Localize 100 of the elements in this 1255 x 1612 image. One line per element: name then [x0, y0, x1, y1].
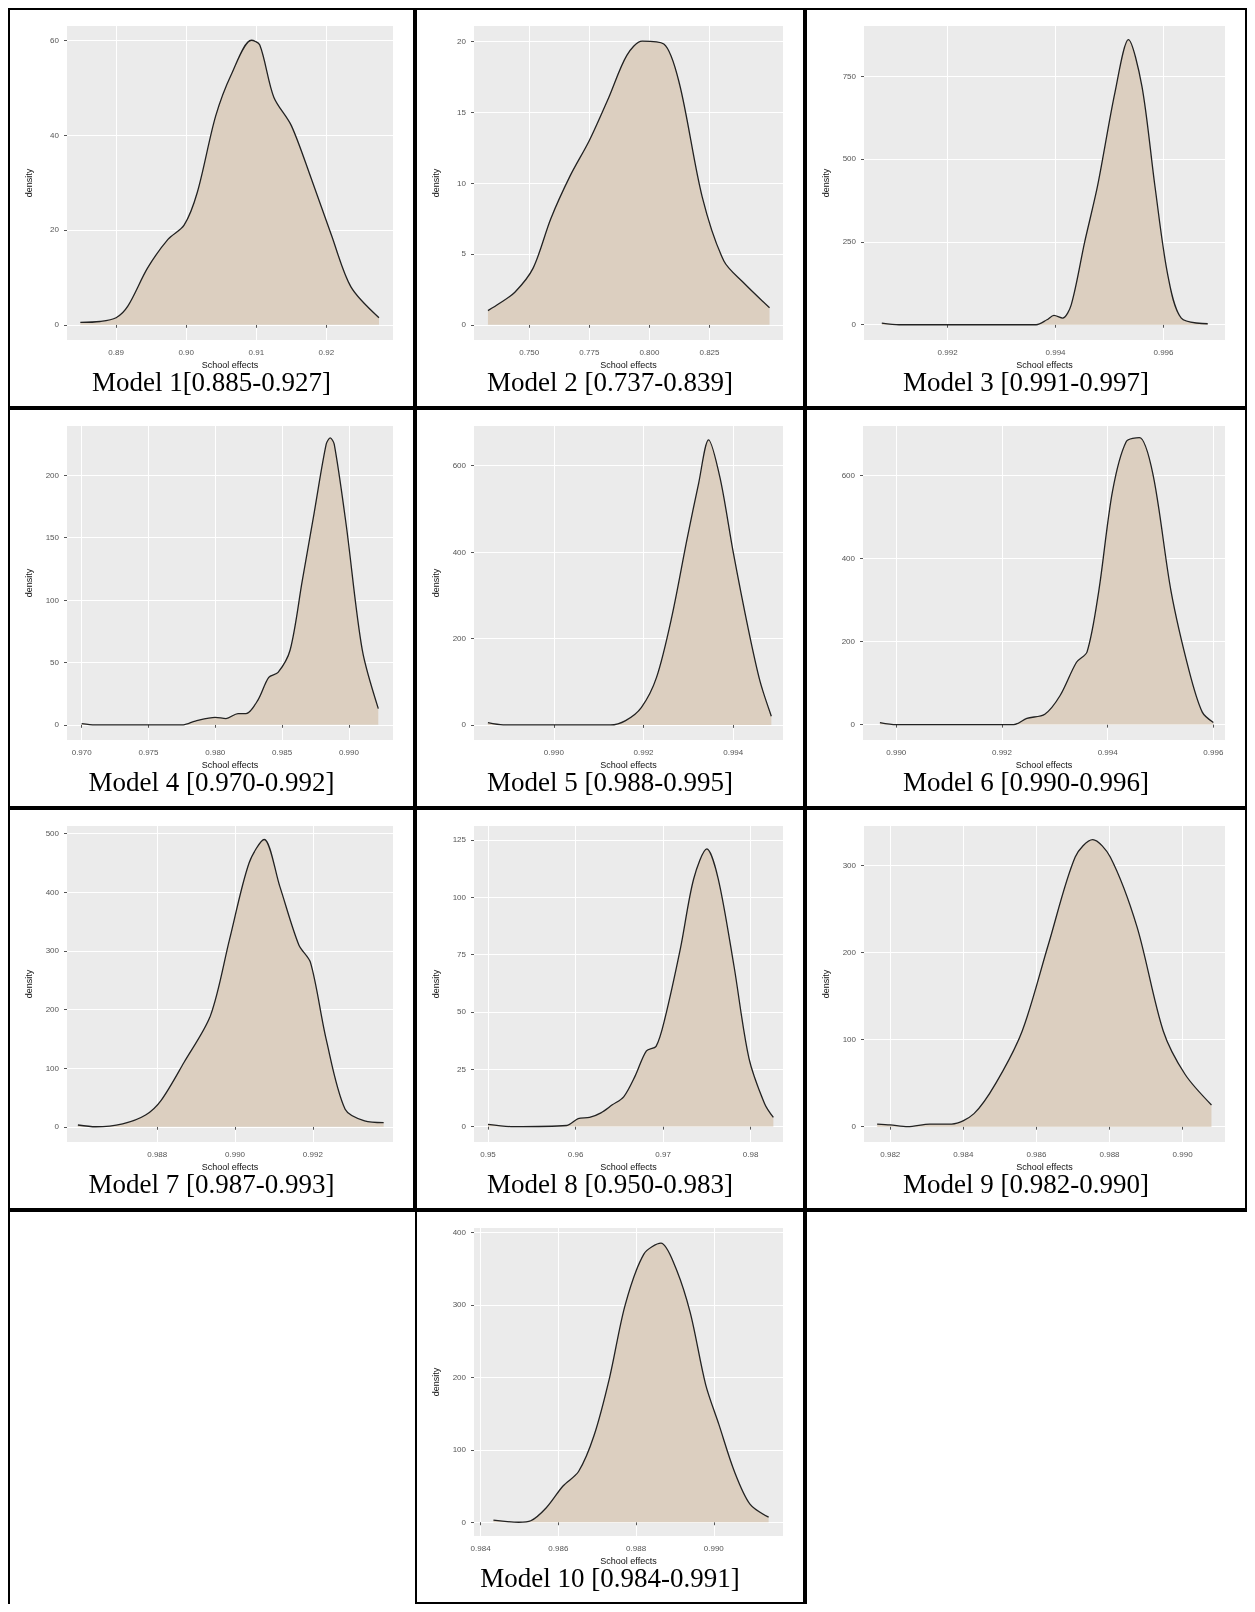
y-tick-label: 400 [452, 1227, 467, 1237]
x-tick-label: 0.990 [543, 747, 565, 757]
y-tick-label: 75 [457, 950, 467, 960]
x-tick-label: 0.984 [470, 1543, 492, 1553]
y-tick-label: 200 [452, 634, 467, 643]
x-tick-label: 0.994 [1045, 347, 1067, 357]
y-tick-label: 0 [54, 720, 60, 730]
x-axis-title: School effects [201, 1162, 259, 1173]
x-tick-label: 0.92 [318, 347, 335, 357]
y-tick-label: 5 [461, 249, 467, 259]
x-tick-label: 0.825 [699, 347, 721, 357]
y-tick-label: 100 [452, 1445, 467, 1455]
x-tick-label: 0.970 [71, 747, 93, 757]
y-tick-label: 10 [457, 178, 467, 188]
x-tick-label: 0.800 [639, 347, 660, 357]
x-axis-title: School effects [600, 1556, 658, 1567]
x-tick-label: 0.90 [178, 347, 195, 357]
x-tick-label: 0.990 [225, 1149, 246, 1159]
y-tick-label: 200 [842, 948, 857, 958]
y-tick-label: 400 [45, 887, 60, 897]
y-tick-label: 50 [457, 1007, 467, 1017]
y-axis-title: density [430, 969, 441, 999]
y-tick-label: 150 [45, 533, 60, 543]
x-tick-label: 0.986 [1026, 1149, 1048, 1159]
y-tick-label: 400 [452, 547, 467, 557]
x-tick-label: 0.750 [519, 347, 540, 357]
y-tick-label: 0 [461, 1517, 467, 1527]
x-tick-label: 0.992 [991, 747, 1013, 757]
x-axis-title: School effects [201, 760, 259, 771]
x-tick-label: 0.985 [272, 747, 293, 757]
y-tick-label: 100 [842, 1035, 857, 1045]
x-tick-label: 0.89 [108, 347, 125, 357]
y-tick-label: 0 [850, 720, 856, 730]
y-tick-label: 60 [50, 35, 60, 45]
y-axis-title: density [430, 1367, 441, 1397]
x-tick-label: 0.992 [937, 347, 959, 357]
y-tick-label: 200 [841, 636, 856, 646]
y-axis-title: density [430, 568, 441, 598]
x-tick-label: 0.990 [703, 1543, 725, 1553]
x-axis-title: School effects [600, 760, 658, 771]
y-tick-label: 200 [452, 1372, 467, 1382]
y-tick-label: 600 [452, 461, 467, 471]
y-tick-label: 50 [50, 657, 60, 667]
y-tick-label: 200 [45, 1005, 60, 1014]
y-tick-label: 300 [452, 1300, 467, 1310]
x-axis-title: School effects [1016, 1162, 1074, 1173]
y-tick-label: 20 [50, 225, 60, 235]
y-tick-label: 0 [54, 320, 60, 330]
x-tick-label: 0.986 [548, 1543, 569, 1553]
y-tick-label: 100 [45, 595, 60, 605]
x-tick-label: 0.984 [953, 1149, 974, 1159]
y-tick-label: 100 [45, 1063, 60, 1073]
y-tick-label: 400 [841, 553, 856, 563]
y-axis-title: density [23, 568, 34, 598]
y-tick-label: 0 [461, 1122, 467, 1132]
x-tick-label: 0.988 [1099, 1149, 1121, 1159]
x-axis-title: School effects [1016, 360, 1074, 371]
x-axis-title: School effects [600, 360, 658, 371]
y-tick-label: 0 [461, 720, 467, 730]
x-tick-label: 0.988 [147, 1149, 168, 1159]
x-tick-label: 0.990 [1172, 1149, 1194, 1159]
x-axis-title: School effects [1015, 760, 1073, 771]
y-tick-label: 500 [842, 154, 857, 164]
y-axis-title: density [430, 168, 441, 198]
y-tick-label: 40 [50, 130, 60, 140]
y-tick-label: 125 [452, 835, 467, 845]
y-tick-label: 300 [45, 946, 60, 956]
x-tick-label: 0.994 [1097, 747, 1119, 757]
y-tick-label: 300 [842, 861, 857, 871]
y-axis-title: density [820, 969, 831, 999]
x-tick-label: 0.975 [138, 747, 160, 757]
x-tick-label: 0.97 [655, 1149, 672, 1159]
x-tick-label: 0.992 [302, 1149, 324, 1159]
x-tick-label: 0.988 [626, 1543, 647, 1553]
x-tick-label: 0.91 [248, 347, 265, 357]
x-tick-label: 0.990 [886, 747, 907, 757]
x-axis-title: School effects [600, 1162, 658, 1173]
y-tick-label: 0 [461, 320, 467, 330]
y-tick-label: 20 [457, 36, 467, 46]
y-axis-title: density [23, 969, 34, 999]
y-tick-label: 750 [842, 71, 857, 81]
y-tick-label: 25 [457, 1064, 467, 1074]
y-axis-title: density [820, 168, 831, 198]
y-tick-label: 250 [842, 237, 857, 247]
x-tick-label: 0.992 [633, 747, 655, 757]
y-tick-label: 15 [457, 107, 467, 117]
x-tick-label: 0.775 [579, 347, 600, 357]
y-tick-label: 100 [452, 892, 467, 902]
y-tick-label: 0 [54, 1122, 60, 1132]
x-tick-label: 0.980 [205, 747, 226, 757]
y-tick-label: 500 [45, 829, 60, 839]
y-tick-label: 600 [841, 470, 856, 480]
y-tick-label: 0 [851, 1122, 857, 1132]
x-axis-title: School effects [201, 360, 259, 371]
x-tick-label: 0.95 [480, 1149, 497, 1159]
x-tick-label: 0.96 [567, 1149, 584, 1159]
y-tick-label: 0 [851, 320, 857, 330]
x-tick-label: 0.982 [880, 1149, 901, 1159]
x-tick-label: 0.996 [1203, 747, 1224, 757]
x-tick-label: 0.990 [338, 747, 360, 757]
